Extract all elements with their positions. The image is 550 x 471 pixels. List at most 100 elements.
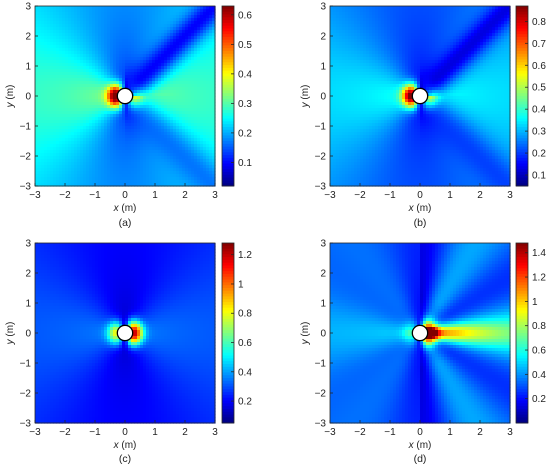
heatmap-cell: [119, 54, 123, 58]
heatmap-cell: [71, 51, 75, 55]
heatmap-cell: [35, 147, 39, 151]
heatmap-cell: [80, 165, 84, 169]
heatmap-cell: [77, 141, 81, 145]
heatmap-cell: [68, 108, 72, 112]
heatmap-cell: [47, 21, 51, 25]
heatmap-cell: [71, 141, 75, 145]
heatmap-cell: [125, 150, 129, 154]
heatmap-cell: [62, 78, 66, 82]
heatmap-cell: [65, 36, 69, 40]
heatmap-cell: [89, 18, 93, 22]
y-tick-label: 1: [25, 62, 31, 73]
heatmap-cell: [110, 96, 114, 100]
heatmap-cell: [95, 165, 99, 169]
heatmap-cell: [122, 72, 126, 76]
heatmap-cell: [80, 168, 84, 172]
heatmap-cell: [95, 21, 99, 25]
heatmap-cell: [86, 180, 90, 184]
heatmap-cell: [92, 162, 96, 166]
heatmap-cell: [122, 24, 126, 28]
heatmap-cell: [98, 9, 102, 13]
heatmap-cell: [74, 75, 78, 79]
heatmap-cell: [110, 171, 114, 175]
heatmap-cell: [50, 159, 54, 163]
heatmap-cell: [41, 60, 45, 64]
heatmap-cell: [53, 171, 57, 175]
heatmap-cell: [47, 30, 51, 34]
heatmap-cell: [38, 162, 42, 166]
heatmap-cell: [35, 15, 39, 19]
heatmap-cell: [56, 39, 60, 43]
heatmap-cell: [53, 18, 57, 22]
heatmap-cell: [116, 141, 120, 145]
heatmap-cell: [83, 108, 87, 112]
heatmap-cell: [71, 102, 75, 106]
heatmap-cell: [95, 105, 99, 109]
heatmap-cell: [113, 18, 117, 22]
heatmap-cell: [95, 135, 99, 139]
heatmap-cell: [44, 99, 48, 103]
heatmap-cell: [59, 75, 63, 79]
heatmap-cell: [86, 24, 90, 28]
heatmap-cell: [83, 36, 87, 40]
heatmap-cell: [83, 18, 87, 22]
heatmap-cell: [104, 57, 108, 61]
heatmap-cell: [62, 153, 66, 157]
heatmap-cell: [104, 135, 108, 139]
heatmap-cell: [65, 54, 69, 58]
heatmap-cell: [47, 144, 51, 148]
heatmap-cell: [104, 12, 108, 16]
heatmap-cell: [53, 159, 57, 163]
heatmap-cell: [92, 183, 96, 187]
heatmap-cell: [89, 147, 93, 151]
heatmap-cell: [119, 12, 123, 16]
heatmap-cell: [101, 135, 105, 139]
heatmap-cell: [128, 105, 132, 109]
heatmap-cell: [50, 9, 54, 13]
heatmap-cell: [89, 36, 93, 40]
heatmap-cell: [77, 18, 81, 22]
heatmap-cell: [50, 75, 54, 79]
heatmap-cell: [35, 120, 39, 124]
heatmap-cell: [71, 84, 75, 88]
heatmap-cell: [125, 132, 129, 136]
heatmap-cell: [125, 12, 129, 16]
heatmap-cell: [59, 30, 63, 34]
heatmap-cell: [44, 108, 48, 112]
heatmap-cell: [92, 168, 96, 172]
heatmap-cell: [41, 108, 45, 112]
y-tick-label: −2: [20, 152, 32, 163]
heatmap-cell: [74, 99, 78, 103]
heatmap-cell: [53, 54, 57, 58]
heatmap-cell: [92, 63, 96, 67]
heatmap-cell: [53, 141, 57, 145]
heatmap-cell: [98, 111, 102, 115]
heatmap-cell: [44, 177, 48, 181]
heatmap-cell: [62, 93, 66, 97]
heatmap-cell: [59, 177, 63, 181]
heatmap-cell: [62, 90, 66, 94]
heatmap-cell: [41, 141, 45, 145]
heatmap-cell: [83, 48, 87, 52]
heatmap-cell: [62, 66, 66, 70]
heatmap-cell: [44, 138, 48, 142]
heatmap-cell: [38, 93, 42, 97]
heatmap-cell: [119, 102, 123, 106]
heatmap-cell: [41, 153, 45, 157]
heatmap-cell: [110, 165, 114, 169]
heatmap-cell: [38, 135, 42, 139]
heatmap-cell: [35, 183, 39, 187]
heatmap-cell: [77, 75, 81, 79]
heatmap-cell: [62, 15, 66, 19]
heatmap-cell: [59, 129, 63, 133]
heatmap-cell: [41, 54, 45, 58]
heatmap-cell: [62, 105, 66, 109]
heatmap-cell: [44, 24, 48, 28]
heatmap-cell: [104, 27, 108, 31]
heatmap-cell: [119, 168, 123, 172]
heatmap-cell: [68, 123, 72, 127]
heatmap-cell: [41, 72, 45, 76]
heatmap-cell: [83, 9, 87, 13]
heatmap-cell: [128, 63, 132, 67]
heatmap-cell: [116, 57, 120, 61]
